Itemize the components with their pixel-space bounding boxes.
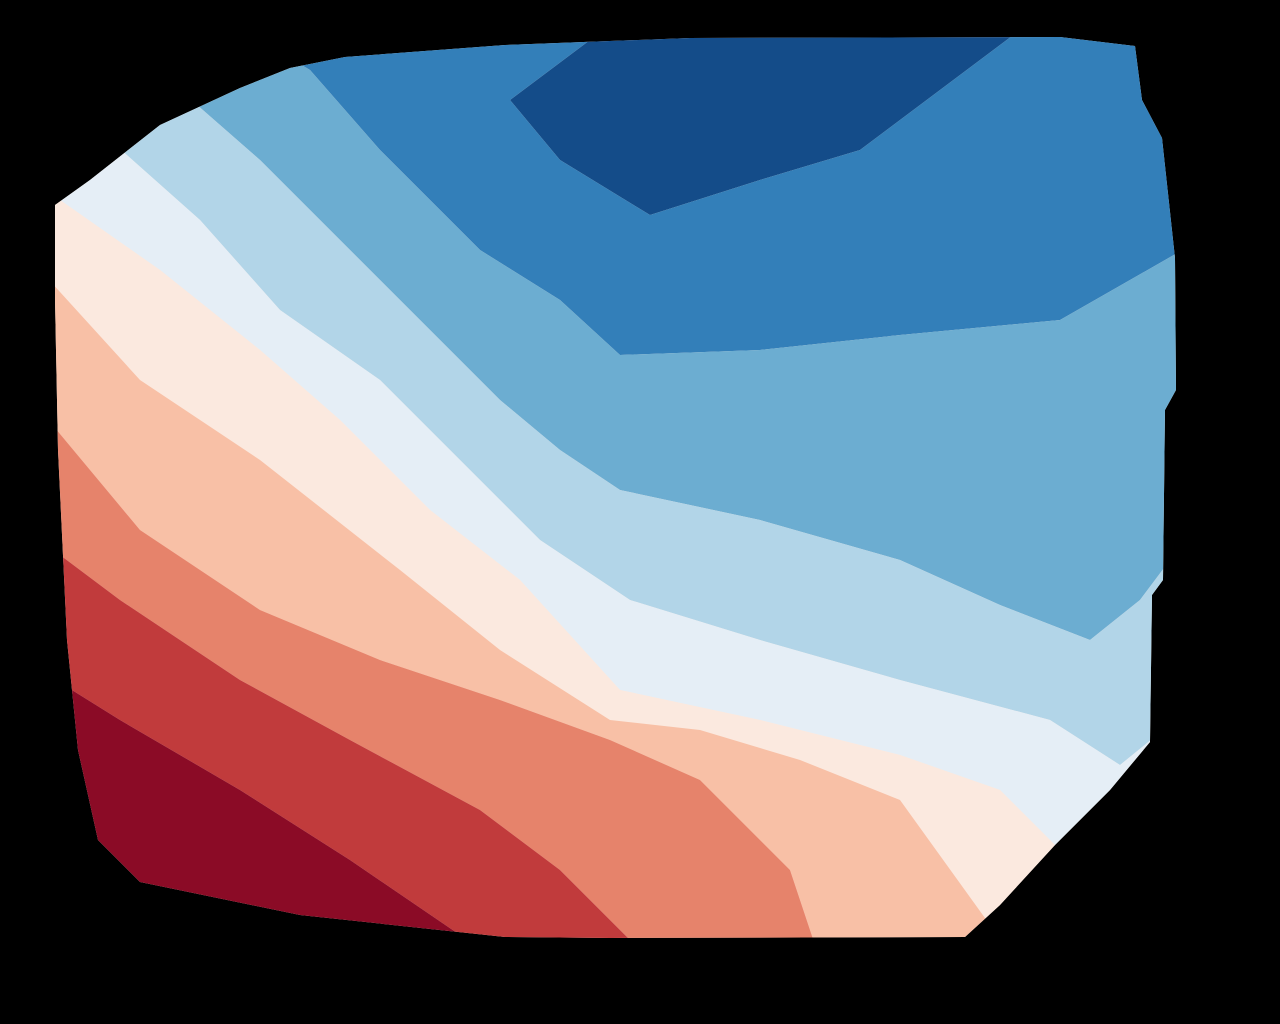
contour-band-2 [55, 540, 1176, 938]
contour-band-10 [510, 37, 1176, 215]
contour-band-7 [55, 90, 1176, 938]
contour-band-1 [55, 670, 1176, 938]
contour-band-5 [55, 200, 1176, 938]
contour-band-6 [55, 140, 1176, 938]
contour-band-3 [55, 410, 1176, 938]
contour-band-8 [55, 40, 1176, 938]
